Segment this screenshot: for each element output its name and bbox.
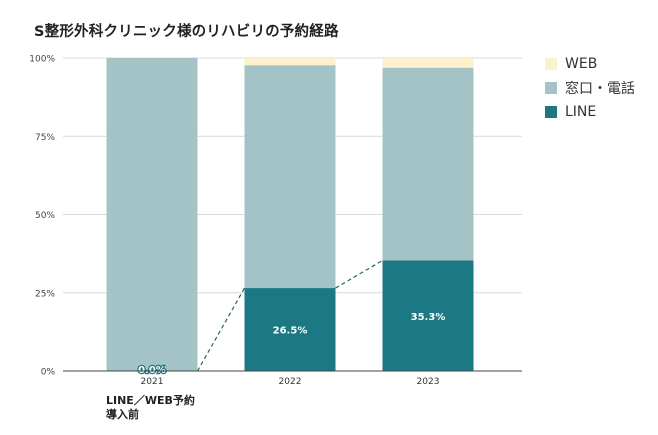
trend-segment: [335, 259, 383, 289]
trend-line: [196, 259, 383, 372]
legend-swatch-counter-phone: [545, 82, 557, 94]
chart-title: S整形外科クリニック様のリハビリの予約経路: [34, 24, 339, 40]
legend: WEB 窓口・電話 LINE: [545, 52, 635, 124]
legend-label-counter-phone: 窓口・電話: [565, 81, 635, 97]
legend-item-counter-phone[interactable]: 窓口・電話: [545, 76, 635, 100]
x-tick-label: 2023: [417, 377, 440, 387]
data-label-line: 26.5%: [273, 326, 308, 337]
bar-LINE-2022: [244, 288, 336, 371]
axes: 0% 25% 50% 75% 100% 2021 2022 2023: [29, 55, 522, 387]
annotation-line-1: LINE／WEB予約: [106, 394, 195, 407]
legend-label-line: LINE: [565, 104, 597, 120]
y-tick-label: 75%: [35, 133, 55, 143]
bar-窓口・電話-2022: [244, 65, 336, 289]
data-label-line: 35.3%: [411, 312, 446, 323]
y-tick-label: 0%: [41, 368, 56, 378]
bar-WEB-2022: [244, 58, 336, 66]
x-tick-label: 2022: [279, 377, 302, 387]
legend-swatch-line: [545, 106, 557, 118]
y-tick-label: 25%: [35, 289, 55, 299]
trend-segment: [196, 287, 246, 372]
legend-label-web: WEB: [565, 56, 598, 72]
x-tick-label: 2021: [141, 377, 164, 387]
bar-窓口・電話-2021: [106, 58, 198, 371]
legend-swatch-web: [545, 58, 557, 70]
bars: [106, 58, 474, 371]
bar-窓口・電話-2023: [382, 67, 474, 261]
annotation-before-introduction: LINE／WEB予約 導入前: [106, 394, 195, 422]
y-tick-label: 50%: [35, 211, 55, 221]
bar-WEB-2023: [382, 58, 474, 68]
bar-LINE-2023: [382, 260, 474, 371]
y-tick-label: 100%: [29, 55, 55, 65]
legend-item-web[interactable]: WEB: [545, 52, 635, 76]
annotation-line-2: 導入前: [106, 408, 139, 421]
legend-item-line[interactable]: LINE: [545, 100, 635, 124]
